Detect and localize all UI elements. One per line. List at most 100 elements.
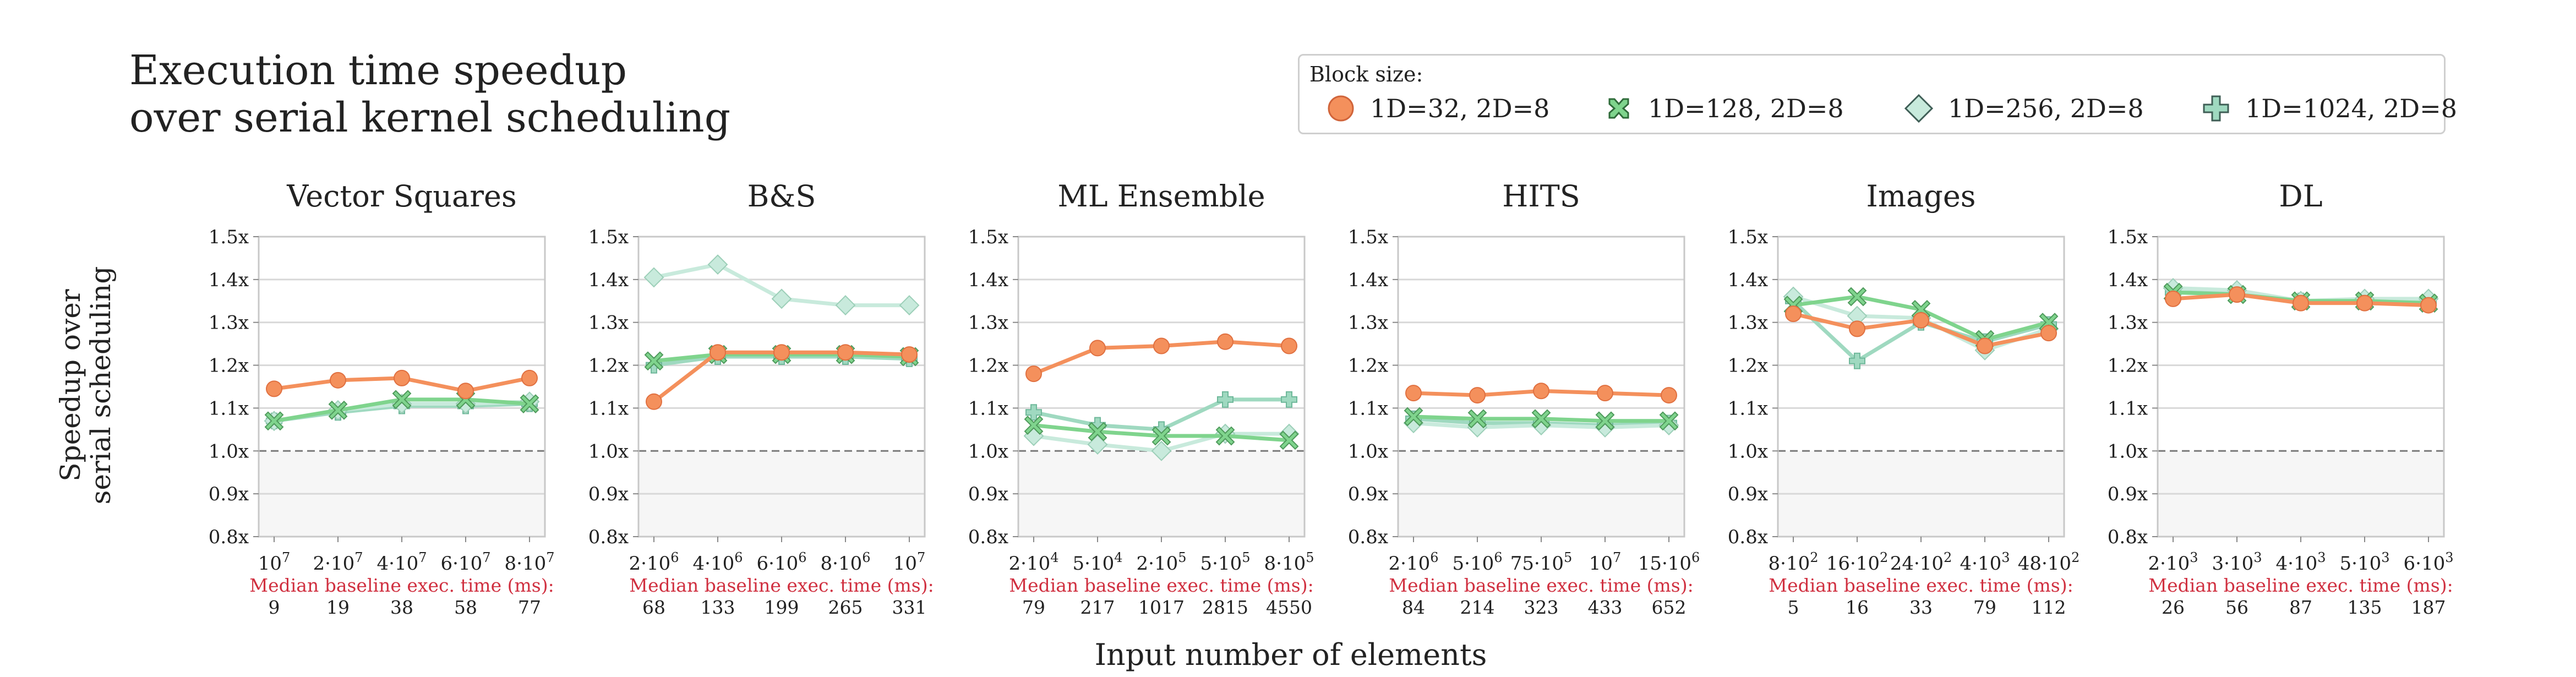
- x-tick-label: 2·106: [629, 550, 679, 575]
- median-time-value: 38: [390, 597, 413, 618]
- y-tick-label: 1.4x: [1728, 269, 1768, 291]
- panel-title: Images: [1866, 179, 1976, 214]
- panel-3: 1.5x 1.4x 1.3x 1.2x 1.1x 1.0x 0.9x 0.8x ML Ensem…: [968, 179, 1314, 618]
- data-point-x: [1215, 426, 1235, 446]
- y-tick-label: 1.1x: [1728, 397, 1768, 419]
- median-time-value: 1017: [1138, 597, 1185, 618]
- y-tick-label: 1.4x: [2108, 269, 2148, 291]
- data-point-diamond: [1087, 434, 1108, 455]
- data-point-circle: [1533, 383, 1549, 400]
- plus-marker-icon: [2203, 95, 2229, 122]
- data-point-circle: [710, 344, 726, 361]
- data-point-circle: [1849, 320, 1865, 337]
- legend-item-1d128: 1D=128, 2D=8: [1600, 91, 1844, 126]
- data-point-circle: [1089, 340, 1106, 357]
- y-tick-label: 0.9x: [2108, 483, 2148, 505]
- data-point-circle: [330, 372, 346, 389]
- data-point-plus: [1849, 352, 1865, 369]
- data-point-circle: [1597, 385, 1613, 402]
- y-tick-label: 1.0x: [588, 440, 629, 462]
- data-point-diamond: [1151, 440, 1172, 461]
- median-time-value: 19: [326, 597, 350, 618]
- y-tick-label: 1.5x: [209, 226, 249, 248]
- median-time-value: 217: [1080, 597, 1115, 618]
- data-point-circle: [773, 344, 790, 361]
- median-time-value: 79: [1973, 597, 1996, 618]
- median-time-label: Median baseline exec. time (ms):: [629, 575, 934, 596]
- y-tick-label: 0.9x: [968, 483, 1008, 505]
- data-point-circle: [1153, 337, 1170, 354]
- data-point-circle: [1281, 337, 1297, 354]
- median-time-value: 133: [701, 597, 735, 618]
- median-time-value: 68: [642, 597, 665, 618]
- data-point-diamond: [643, 267, 664, 288]
- data-point-circle: [2165, 290, 2181, 307]
- median-time-label: Median baseline exec. time (ms):: [249, 575, 554, 596]
- x-tick-label: 6·107: [441, 550, 491, 575]
- panel-title: B&S: [747, 179, 816, 214]
- data-point-circle: [521, 369, 538, 386]
- median-time-value: 652: [1652, 597, 1687, 618]
- panel-2: 1.5x 1.4x 1.3x 1.2x 1.1x 1.0x 0.9x 0.8x B&S 2·106…: [588, 179, 934, 618]
- y-tick-label: 1.2x: [588, 355, 629, 377]
- data-point-circle: [1977, 337, 1993, 354]
- y-tick-label: 1.2x: [1728, 355, 1768, 377]
- circle-marker-icon: [1328, 95, 1354, 122]
- y-tick-label: 1.1x: [588, 397, 629, 419]
- x-axis-label: Input number of elements: [1095, 637, 1487, 672]
- y-tick-label: 1.5x: [968, 226, 1008, 248]
- x-tick-label: 8·106: [821, 550, 871, 575]
- x-tick-label: 2·104: [1009, 550, 1059, 575]
- y-tick-label: 0.9x: [209, 483, 249, 505]
- panel-title: DL: [2279, 179, 2322, 214]
- x-marker-icon: [1608, 98, 1629, 119]
- median-time-value: 79: [1022, 597, 1045, 618]
- data-point-x: [1151, 426, 1171, 446]
- median-time-label: Median baseline exec. time (ms):: [1389, 575, 1693, 596]
- data-point-circle: [2229, 286, 2245, 303]
- legend-item-1d32: 1D=32, 2D=8: [1322, 91, 1549, 126]
- data-point-diamond: [707, 254, 728, 275]
- y-tick-label: 1.0x: [209, 440, 249, 462]
- data-point-circle: [901, 346, 918, 363]
- y-tick-label: 1.3x: [588, 312, 629, 334]
- y-tick-label: 1.4x: [1348, 269, 1388, 291]
- y-tick-label: 0.8x: [1348, 526, 1388, 548]
- x-tick-label: 107: [1589, 550, 1622, 575]
- x-tick-label: 2·103: [2148, 550, 2198, 575]
- data-point-diamond: [835, 295, 856, 315]
- data-point-x: [1531, 409, 1551, 429]
- median-time-value: 9: [269, 597, 280, 618]
- panel-1: 1.5x 1.4x 1.3x 1.2x 1.1x 1.0x 0.9x 0.8x Vector S…: [209, 179, 555, 618]
- legend-label-1d32: 1D=32, 2D=8: [1370, 94, 1550, 123]
- median-time-value: 323: [1524, 597, 1559, 618]
- y-tick-label: 0.9x: [1728, 483, 1768, 505]
- median-time-value: 26: [2162, 597, 2185, 618]
- legend-item-1d1024: 1D=1024, 2D=8: [2197, 91, 2457, 126]
- chart-title-line-1: Execution time speedup: [129, 47, 627, 94]
- x-tick-label: 24·102: [1890, 550, 1952, 575]
- median-time-value: 84: [1402, 597, 1425, 618]
- x-tick-label: 6·106: [757, 550, 807, 575]
- panel-5: 1.5x 1.4x 1.3x 1.2x 1.1x 1.0x 0.9x 0.8x Images 8·…: [1728, 179, 2080, 618]
- x-tick-label: 4·106: [693, 550, 743, 575]
- data-point-plus: [1217, 391, 1234, 408]
- y-tick-label: 1.1x: [1348, 397, 1388, 419]
- panel-title: ML Ensemble: [1057, 179, 1265, 214]
- x-tick-label: 15·106: [1638, 550, 1700, 575]
- data-point-circle: [2040, 325, 2057, 342]
- median-time-value: 56: [2225, 597, 2248, 618]
- median-time-value: 5: [1788, 597, 1799, 618]
- median-time-value: 331: [892, 597, 927, 618]
- y-tick-label: 1.3x: [209, 312, 249, 334]
- data-point-circle: [1913, 312, 1929, 329]
- y-axis-label-line-1: Speedup over: [54, 289, 86, 481]
- x-tick-label: 5·105: [1200, 550, 1251, 575]
- panel-6: 1.5x 1.4x 1.3x 1.2x 1.1x 1.0x 0.9x 0.8x DL 2·103 3…: [2108, 179, 2454, 618]
- y-axis-label-line-2: serial scheduling: [85, 266, 117, 505]
- x-tick-label: 4·107: [377, 550, 427, 575]
- y-tick-label: 1.1x: [209, 397, 249, 419]
- y-tick-label: 0.8x: [1728, 526, 1768, 548]
- data-point-circle: [1785, 305, 1802, 323]
